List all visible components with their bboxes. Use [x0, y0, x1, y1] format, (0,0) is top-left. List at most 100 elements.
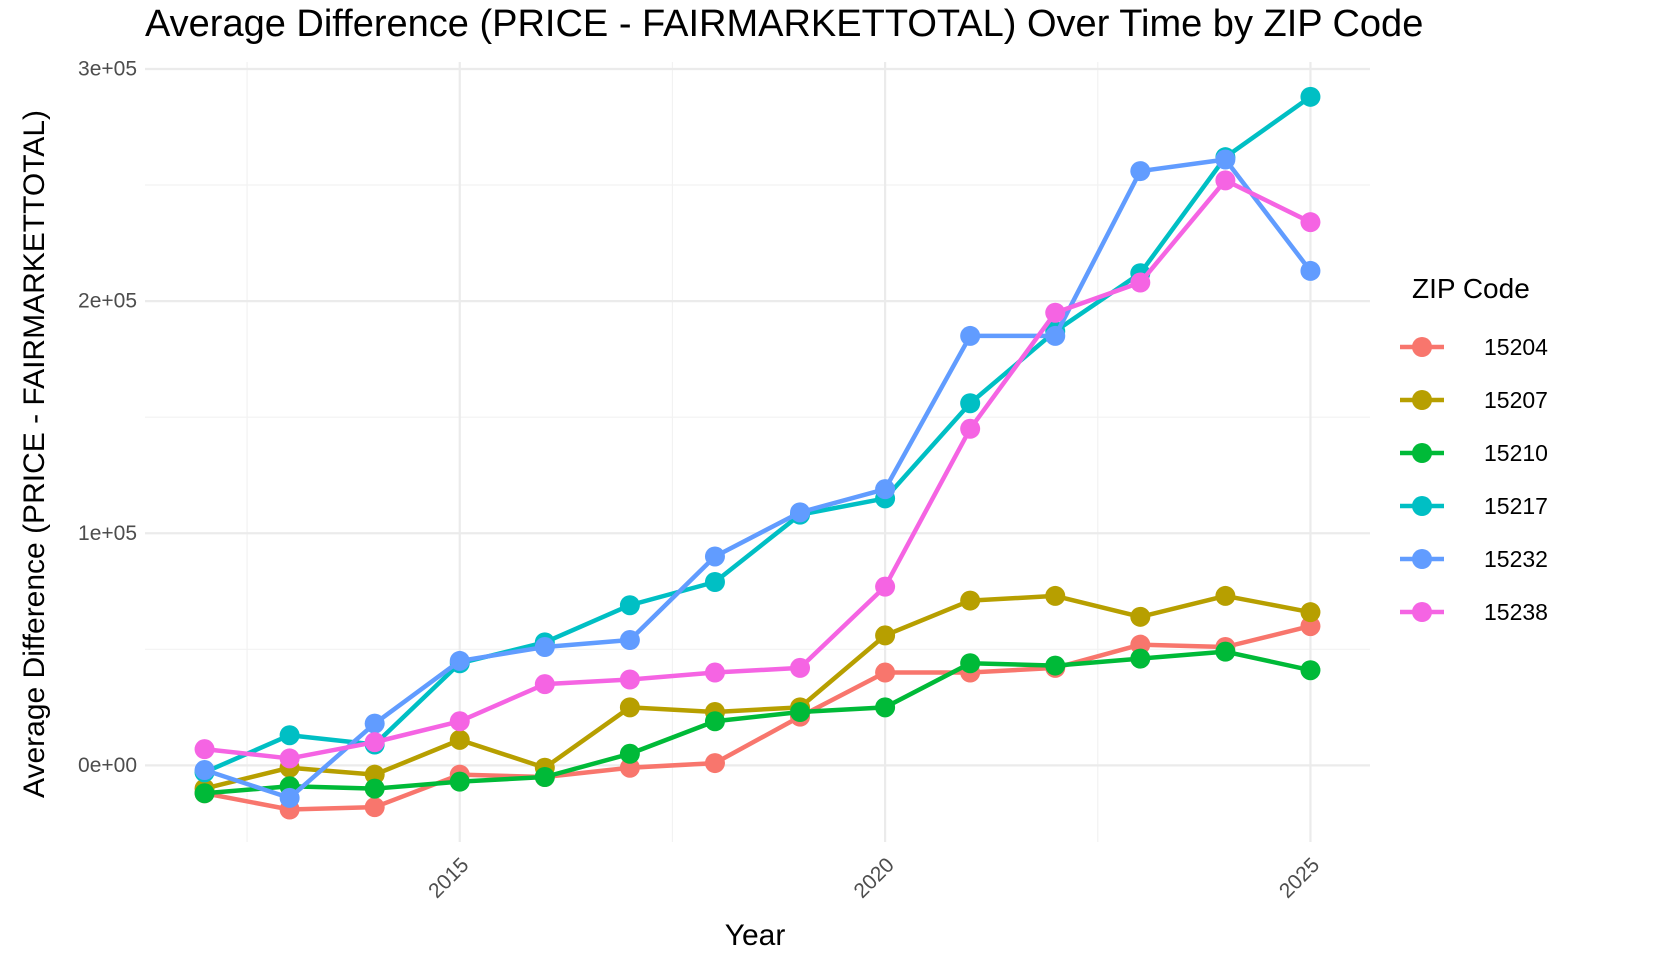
data-point-15210-2016: [534, 767, 555, 787]
data-point-15232-2024: [1215, 149, 1236, 170]
series-15210: [194, 641, 1321, 804]
data-point-15238-2014: [364, 732, 385, 753]
data-point-15204-2023: [1130, 634, 1151, 655]
data-point-15210-2019: [790, 702, 811, 722]
data-point-15238-2025: [1300, 212, 1321, 233]
series-layer: [194, 86, 1321, 820]
legend-item-15207: 15207: [1400, 387, 1548, 413]
data-point-15238-2017: [619, 669, 640, 690]
data-point-15207-2015: [449, 729, 470, 750]
data-point-15232-2021: [960, 325, 981, 346]
data-point-15207-2024: [1215, 585, 1236, 606]
series-line-15207: [202, 593, 1313, 791]
series-line-15204: [202, 623, 1313, 812]
legend-item-15232: 15232: [1400, 546, 1548, 572]
x-tick-label: 2020: [850, 853, 899, 902]
x-axis: 2015 2020 2025: [424, 853, 1324, 902]
series-15238: [194, 170, 1321, 769]
data-point-15238-2020: [875, 576, 896, 597]
data-point-15204-2020: [875, 662, 896, 683]
data-point-15207-2022: [1045, 585, 1066, 606]
legend-item-15204: 15204: [1400, 334, 1548, 360]
series-15217: [194, 86, 1321, 783]
legend-key-point: [1412, 496, 1432, 516]
data-point-15217-2018: [704, 572, 725, 592]
legend-label: 15232: [1484, 546, 1548, 572]
data-point-15232-2020: [875, 479, 896, 500]
data-point-15238-2018: [704, 662, 725, 683]
data-point-15207-2023: [1130, 606, 1151, 627]
grid: [145, 62, 1370, 842]
data-point-15238-2023: [1130, 272, 1151, 293]
legend-label: 15207: [1484, 387, 1548, 413]
y-tick-label: 0e+00: [78, 754, 137, 777]
y-tick-label: 3e+05: [78, 57, 137, 80]
legend-label: 15238: [1484, 599, 1548, 625]
data-point-15238-2024: [1215, 170, 1236, 191]
series-15232: [194, 149, 1321, 808]
data-point-15217-2025: [1300, 86, 1321, 107]
data-point-15232-2023: [1130, 161, 1151, 182]
data-point-15238-2019: [790, 657, 811, 678]
data-point-15204-2017: [619, 757, 640, 778]
data-point-15232-2012: [194, 760, 215, 781]
series-line-15232: [202, 157, 1313, 801]
data-point-15207-2020: [875, 625, 896, 646]
data-point-15210-2020: [875, 697, 896, 718]
data-point-15207-2014: [364, 764, 385, 785]
data-point-15210-2012: [194, 783, 215, 804]
legend-item-15238: 15238: [1400, 599, 1548, 625]
data-point-15217-2017: [619, 595, 640, 616]
data-point-15232-2022: [1045, 325, 1066, 346]
y-tick-label: 1e+05: [78, 522, 137, 545]
data-point-15204-2025: [1300, 616, 1321, 637]
data-point-15210-2023: [1130, 648, 1151, 669]
data-point-15210-2018: [704, 711, 725, 732]
legend: ZIP Code 15204 15207 15210 15217 15232 15238: [1400, 273, 1548, 625]
series-15207: [194, 585, 1321, 799]
legend-key-point: [1412, 443, 1432, 463]
data-point-15238-2021: [960, 418, 981, 439]
data-point-15232-2014: [364, 713, 385, 734]
data-point-15232-2013: [279, 787, 300, 808]
data-point-15207-2025: [1300, 602, 1321, 623]
data-point-15204-2018: [704, 753, 725, 774]
y-axis-title: Average Difference (PRICE - FAIRMARKETTO…: [18, 110, 51, 798]
legend-key-point: [1412, 337, 1432, 357]
data-point-15232-2016: [534, 637, 555, 657]
legend-title: ZIP Code: [1412, 273, 1530, 304]
legend-key-point: [1412, 549, 1432, 569]
legend-key-point: [1412, 390, 1432, 410]
data-point-15232-2017: [619, 630, 640, 651]
data-point-15217-2021: [960, 393, 981, 414]
legend-label: 15217: [1484, 493, 1548, 519]
data-point-15232-2019: [790, 502, 811, 523]
data-point-15217-2013: [279, 725, 300, 746]
data-point-15238-2013: [279, 748, 300, 769]
data-point-15238-2022: [1045, 302, 1066, 323]
data-point-15210-2015: [449, 771, 470, 792]
x-tick-label: 2025: [1275, 853, 1324, 902]
data-point-15207-2021: [960, 590, 981, 611]
data-point-15210-2021: [960, 653, 981, 674]
legend-item-15217: 15217: [1400, 493, 1548, 519]
series-line-15217: [202, 94, 1313, 775]
data-point-15210-2025: [1300, 660, 1321, 681]
y-axis: 0e+00 1e+05 2e+05 3e+05: [78, 57, 137, 776]
data-point-15207-2017: [619, 697, 640, 718]
chart-title: Average Difference (PRICE - FAIRMARKETTO…: [145, 3, 1423, 45]
data-point-15238-2012: [194, 739, 215, 760]
y-tick-label: 2e+05: [78, 290, 137, 313]
x-axis-title: Year: [725, 919, 786, 952]
data-point-15232-2025: [1300, 260, 1321, 281]
legend-label: 15210: [1484, 440, 1548, 466]
data-point-15238-2016: [534, 674, 555, 695]
legend-label: 15204: [1484, 334, 1548, 360]
x-tick-label: 2015: [424, 853, 473, 902]
data-point-15210-2017: [619, 743, 640, 764]
series-line-15210: [202, 649, 1313, 796]
data-point-15232-2015: [449, 650, 470, 671]
data-point-15238-2015: [449, 711, 470, 732]
data-point-15232-2018: [704, 546, 725, 567]
